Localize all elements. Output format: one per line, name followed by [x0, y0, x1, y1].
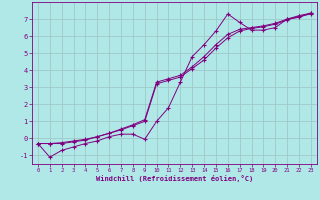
X-axis label: Windchill (Refroidissement éolien,°C): Windchill (Refroidissement éolien,°C) — [96, 175, 253, 182]
